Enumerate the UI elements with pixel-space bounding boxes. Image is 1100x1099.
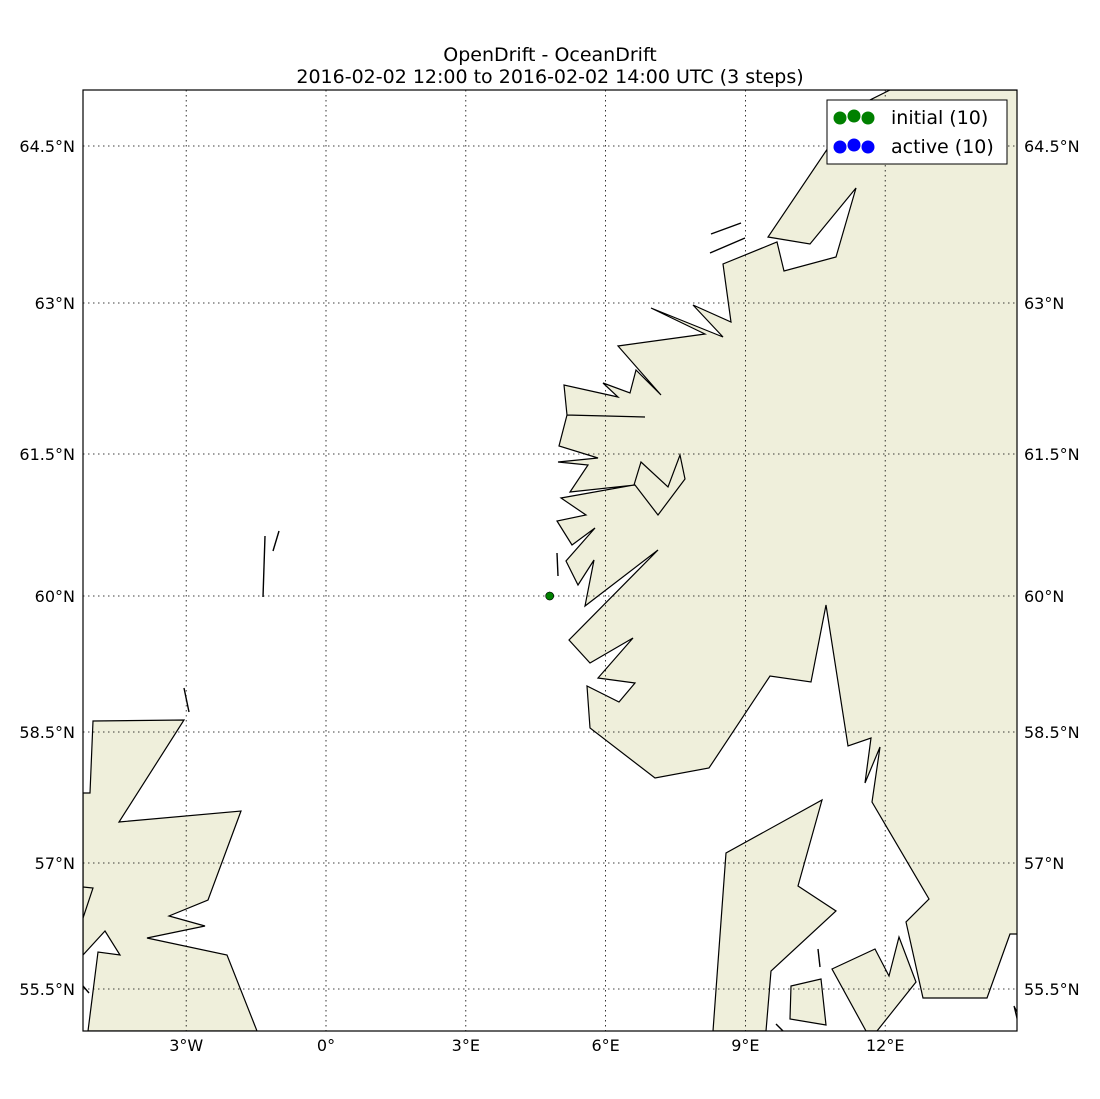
x-tick-label: 6°E: [591, 1036, 619, 1055]
land-island-2: [831, 935, 917, 1031]
legend-initial-label: initial (10): [891, 107, 988, 129]
islet-shetland-b: [272, 530, 280, 552]
y-tick-label-right: 60°N: [1024, 587, 1064, 606]
y-tick-label-right: 55.5°N: [1024, 980, 1080, 999]
land-scotland-edge: [83, 886, 94, 919]
map-title-line2: 2016-02-02 12:00 to 2016-02-02 14:00 UTC…: [296, 66, 803, 88]
islet-shetland-a: [262, 535, 266, 598]
legend-marker: [833, 140, 847, 154]
y-tick-label-right: 63°N: [1024, 294, 1064, 313]
map-title-line1: OpenDrift - OceanDrift: [443, 44, 657, 66]
x-tick-label: 0°: [317, 1036, 335, 1055]
legend-initial-markers: [833, 109, 875, 125]
y-tick-label-left: 63°N: [35, 294, 75, 313]
x-tick-label: 9°E: [731, 1036, 759, 1055]
legend-marker: [847, 109, 861, 123]
y-tick-label-left: 64.5°N: [19, 137, 75, 156]
y-tick-label-left: 61.5°N: [19, 445, 75, 464]
islet-south-b: [83, 985, 90, 994]
land-island-1: [789, 978, 827, 1026]
islet-coast-c: [556, 552, 559, 577]
legend-marker: [847, 138, 861, 152]
land-scotland: [83, 719, 258, 1031]
legend-marker: [861, 111, 875, 125]
islet-coast-a: [710, 222, 742, 235]
legend-active-markers: [833, 138, 875, 154]
x-tick-label: 3°W: [169, 1036, 203, 1055]
y-tick-label-right: 57°N: [1024, 854, 1064, 873]
legend: initial (10) active (10): [826, 99, 1008, 165]
y-tick-label-right: 61.5°N: [1024, 445, 1080, 464]
land-sweden-corner: [1013, 1005, 1017, 1022]
legend-marker: [861, 140, 875, 154]
x-tick-label: 3°E: [452, 1036, 480, 1055]
y-tick-label-right: 64.5°N: [1024, 137, 1080, 156]
y-tick-label-left: 58.5°N: [19, 723, 75, 742]
y-tick-label-right: 58.5°N: [1024, 723, 1080, 742]
islet-coast-b: [709, 237, 746, 254]
land-norway: [556, 90, 1017, 999]
islet-south-a: [775, 1023, 784, 1031]
tick-labels: 3°W 0° 3°E 6°E 9°E 12°E 64.5°N 64.5°N 63°N 63°N 61…: [19, 137, 1079, 1055]
legend-active-label: active (10): [891, 136, 994, 158]
x-tick-label: 12°E: [866, 1036, 904, 1055]
particle-layer: [545, 591, 554, 601]
legend-marker: [833, 111, 847, 125]
y-tick-label-left: 55.5°N: [19, 980, 75, 999]
y-tick-label-left: 57°N: [35, 854, 75, 873]
plot-frame: [82, 89, 1018, 1032]
graticule: [83, 90, 1017, 1031]
y-tick-label-left: 60°N: [35, 587, 75, 606]
particle-initial: [545, 591, 554, 601]
land-denmark: [712, 798, 837, 1031]
coastline-layer: [83, 90, 1017, 1031]
islet-skagerrak: [817, 948, 821, 968]
